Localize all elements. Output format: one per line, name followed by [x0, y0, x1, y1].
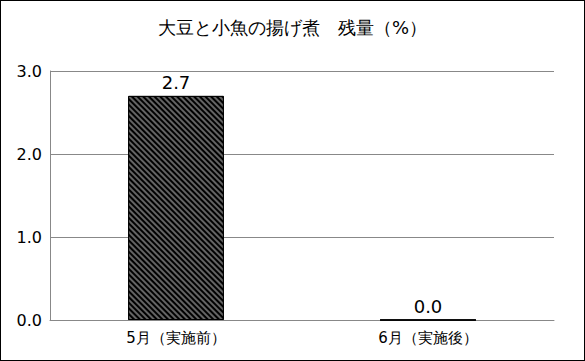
svg-text:5月（実施前）: 5月（実施前）: [126, 329, 226, 347]
svg-text:2.7: 2.7: [162, 72, 191, 93]
svg-text:6月（実施後）: 6月（実施後）: [378, 329, 478, 347]
svg-text:3.0: 3.0: [17, 62, 42, 81]
svg-text:大豆と小魚の揚げ煮 残量（%）: 大豆と小魚の揚げ煮 残量（%）: [158, 17, 427, 38]
svg-text:0.0: 0.0: [17, 311, 42, 330]
svg-text:2.0: 2.0: [17, 145, 42, 164]
svg-text:1.0: 1.0: [17, 228, 42, 247]
svg-text:0.0: 0.0: [414, 296, 443, 317]
